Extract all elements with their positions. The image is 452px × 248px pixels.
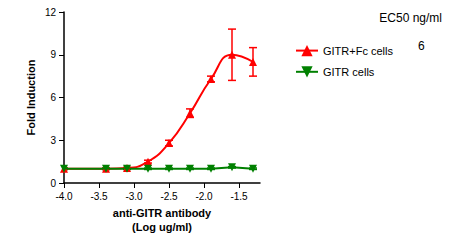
svg-text:-2.5: -2.5 <box>160 191 178 202</box>
svg-text:6: 6 <box>418 39 425 53</box>
svg-text:3: 3 <box>50 135 56 146</box>
svg-text:EC50 ng/ml: EC50 ng/ml <box>379 11 442 25</box>
svg-text:anti-GITR antibody: anti-GITR antibody <box>113 207 212 219</box>
svg-text:-1.5: -1.5 <box>230 191 248 202</box>
svg-text:-4.0: -4.0 <box>55 191 73 202</box>
svg-text:GITR cells: GITR cells <box>323 66 375 78</box>
svg-text:-2.0: -2.0 <box>195 191 213 202</box>
svg-text:0: 0 <box>50 178 56 189</box>
svg-text:Fold Induction: Fold Induction <box>25 59 37 135</box>
svg-text:-3.5: -3.5 <box>90 191 108 202</box>
svg-text:GITR+Fc cells: GITR+Fc cells <box>323 45 393 57</box>
svg-text:(Log ug/ml): (Log ug/ml) <box>132 221 192 233</box>
svg-text:6: 6 <box>50 92 56 103</box>
svg-text:9: 9 <box>50 49 56 60</box>
svg-text:-3.0: -3.0 <box>125 191 143 202</box>
svg-text:12: 12 <box>45 7 57 18</box>
